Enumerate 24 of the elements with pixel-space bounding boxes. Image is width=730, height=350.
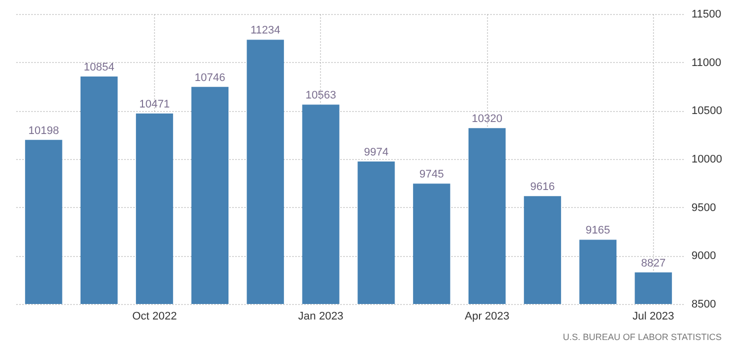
data-label: 10198: [28, 124, 59, 137]
data-label: 9745: [419, 168, 444, 181]
x-tick-label: Jul 2023: [632, 310, 674, 322]
data-label: 8827: [641, 257, 666, 270]
data-label: 11234: [250, 24, 280, 37]
x-tick-label: Jan 2023: [298, 310, 344, 322]
y-tick-label: 9000: [692, 250, 716, 262]
data-label: 10320: [472, 113, 502, 126]
data-label: 9165: [586, 224, 610, 237]
x-tick-label: Oct 2022: [132, 310, 177, 322]
data-label: 10746: [194, 72, 226, 84]
y-tick-label: 8500: [692, 298, 716, 310]
data-label: 9616: [530, 181, 555, 194]
x-tick-label: Apr 2023: [464, 310, 510, 322]
data-label: 10854: [84, 61, 114, 74]
y-tick-label: 10000: [692, 154, 722, 166]
y-tick-label: 10500: [692, 105, 722, 118]
y-tick-label: 9500: [692, 202, 716, 214]
text: U.S. BUREAU OF LABOR STATISTICS: [562, 332, 722, 342]
data-label: 10563: [305, 90, 336, 102]
data-label: 10471: [139, 98, 170, 110]
data-label: 9974: [364, 146, 388, 159]
y-tick-label: 11000: [692, 56, 722, 69]
y-tick-label: 11500: [692, 8, 722, 20]
